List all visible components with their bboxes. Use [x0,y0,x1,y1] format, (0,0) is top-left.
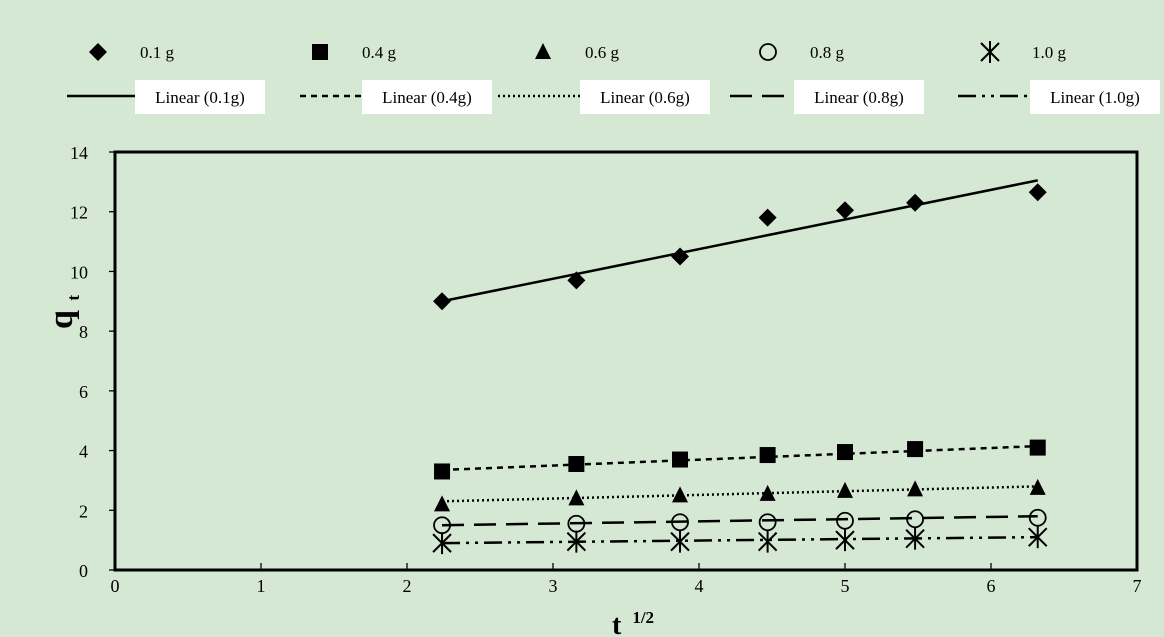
legend-label: 0.8 g [810,43,845,62]
data-point [566,530,587,553]
legend-box [580,80,710,114]
data-points [432,183,1048,555]
data-point [907,441,924,458]
data-point [432,532,452,555]
legend-box [135,80,265,114]
legend-marker [89,43,107,61]
trendline-2 [442,485,1038,503]
legend-label: 0.4 g [362,43,397,62]
data-point [434,495,451,512]
y-tick-label: 12 [70,203,88,223]
legend-label: 1.0 g [1032,43,1067,62]
data-point [759,447,776,464]
data-point [568,489,585,506]
data-point [568,456,585,473]
data-point [1028,526,1048,549]
y-tick-label: 8 [79,322,88,342]
x-tick-label: 1 [257,576,266,596]
trendline-4 [442,535,1038,545]
data-point [906,510,924,529]
data-point [1029,439,1046,456]
trendline-1 [441,444,1038,472]
trendline-0 [441,179,1038,303]
x-tick-label: 4 [695,576,704,596]
data-point [905,527,925,550]
y-tick-label: 14 [70,143,88,163]
data-point [758,513,777,532]
data-point [434,463,451,480]
legend-fit-label: Linear (0.8g) [814,88,904,107]
data-point [836,201,854,220]
x-tick-label: 3 [549,576,558,596]
y-tick-label: 0 [79,561,88,581]
trendlines [441,179,1038,545]
legend-label: 0.6 g [585,43,620,62]
y-tick-label: 2 [79,501,88,521]
data-point [837,481,853,498]
data-point [906,193,925,212]
legend-fit-label: Linear (0.1g) [155,88,245,107]
y-axis-title: q t [43,295,83,329]
data-point [836,511,854,530]
x-tick-label: 0 [111,576,120,596]
legend-fit-label: Linear (1.0g) [1050,88,1140,107]
legend-marker [759,43,777,61]
data-point [671,513,689,532]
y-tick-label: 10 [70,262,88,282]
data-point [1028,183,1047,202]
data-point [837,444,853,461]
data-point [671,247,690,266]
legend-marker [535,43,551,59]
y-tick-label: 6 [79,382,88,402]
legend-marker [980,41,1000,63]
legend-marker [312,44,328,60]
data-point [1029,478,1046,495]
legend-box [1030,80,1160,114]
y-tick-label: 4 [79,442,88,462]
data-point [759,484,776,501]
data-point [567,271,586,290]
legend-fit-label: Linear (0.6g) [600,88,690,107]
x-tick-label: 5 [841,576,850,596]
data-point [670,530,690,553]
data-point [835,529,855,552]
x-axis-title: t 1/2 [612,608,654,637]
data-point [433,292,452,311]
x-tick-label: 6 [987,576,996,596]
legend-label: 0.1 g [140,43,175,62]
plot-area [113,150,1139,572]
data-point [758,208,777,227]
data-point [1028,508,1047,527]
data-point [672,451,689,468]
legend-box [794,80,924,114]
data-point [907,480,924,497]
svg-text:q t: q t [43,295,83,329]
legend-fit-label: Linear (0.4g) [382,88,472,107]
data-point [672,486,689,503]
legend-box [362,80,492,114]
data-point [757,530,778,553]
x-tick-label: 2 [403,576,412,596]
x-tick-label: 7 [1133,576,1142,596]
trendline-3 [442,515,1038,527]
legend: 0.1 g 0.4 g 0.6 g 0.8 g 1.0 g Linear (0.1g) Li… [67,41,1160,114]
